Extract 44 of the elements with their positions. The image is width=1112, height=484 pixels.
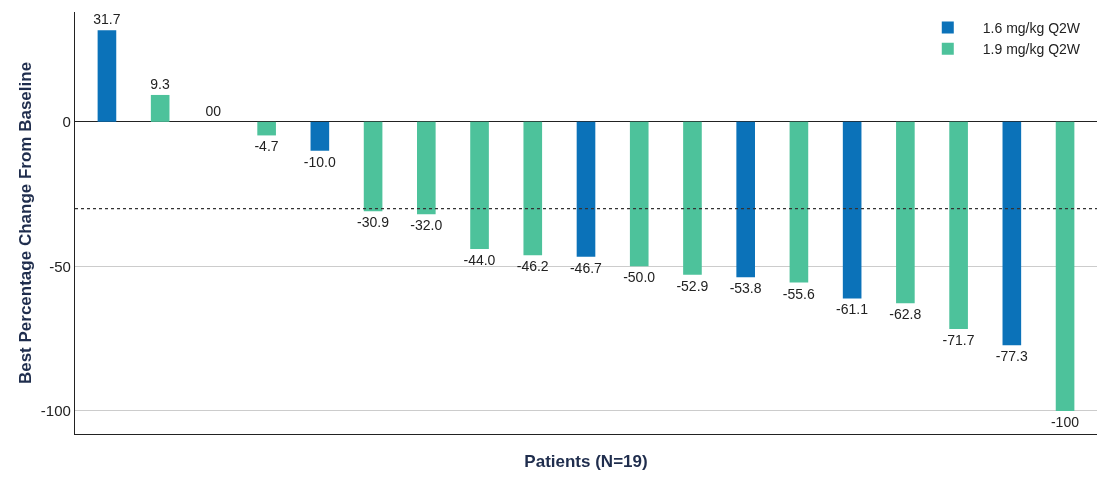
bar <box>949 121 968 330</box>
data-label: -46.7 <box>569 259 603 276</box>
data-label: -4.7 <box>254 138 279 155</box>
data-label: -62.8 <box>889 306 922 323</box>
bar <box>1055 121 1075 411</box>
data-label: -52.9 <box>676 277 709 294</box>
data-label: -10.0 <box>303 153 336 170</box>
bar <box>257 121 276 136</box>
bar <box>363 121 383 212</box>
bar <box>789 121 809 283</box>
data-label: 9.3 <box>150 75 170 92</box>
bar <box>417 121 436 215</box>
bar <box>150 94 170 122</box>
data-label: -71.7 <box>942 332 975 349</box>
data-label: -53.8 <box>729 280 762 297</box>
bar <box>470 121 489 250</box>
y-axis-title: Best Percentage Change From Baseline <box>15 61 35 385</box>
data-label: 00 <box>205 102 222 119</box>
bar <box>842 121 862 299</box>
bar <box>683 121 702 275</box>
data-label: -44.0 <box>463 252 496 269</box>
data-label: -77.3 <box>995 348 1028 365</box>
y-tick-label: -50 <box>49 257 71 275</box>
data-label: -30.9 <box>357 214 390 231</box>
legend-label: 1.6 mg/kg Q2W <box>982 20 1081 37</box>
y-tick-label: -100 <box>40 402 71 420</box>
data-label: -55.6 <box>782 285 815 302</box>
data-label: -100 <box>1050 413 1080 430</box>
data-label: -61.1 <box>836 301 869 318</box>
bar <box>736 121 755 278</box>
bar <box>97 30 117 122</box>
bar <box>523 121 543 256</box>
bar <box>576 121 596 257</box>
bar <box>1002 121 1022 346</box>
x-axis-title: Patients (N=19) <box>524 451 648 471</box>
data-label: 31.7 <box>93 11 121 28</box>
data-label: -46.2 <box>516 258 549 275</box>
data-label: -50.0 <box>623 269 656 286</box>
bar <box>310 121 330 151</box>
data-label: -32.0 <box>410 217 443 234</box>
y-tick-label: 0 <box>62 113 71 131</box>
bar <box>896 121 915 304</box>
bar <box>629 121 649 267</box>
legend-label: 1.9 mg/kg Q2W <box>982 41 1081 58</box>
